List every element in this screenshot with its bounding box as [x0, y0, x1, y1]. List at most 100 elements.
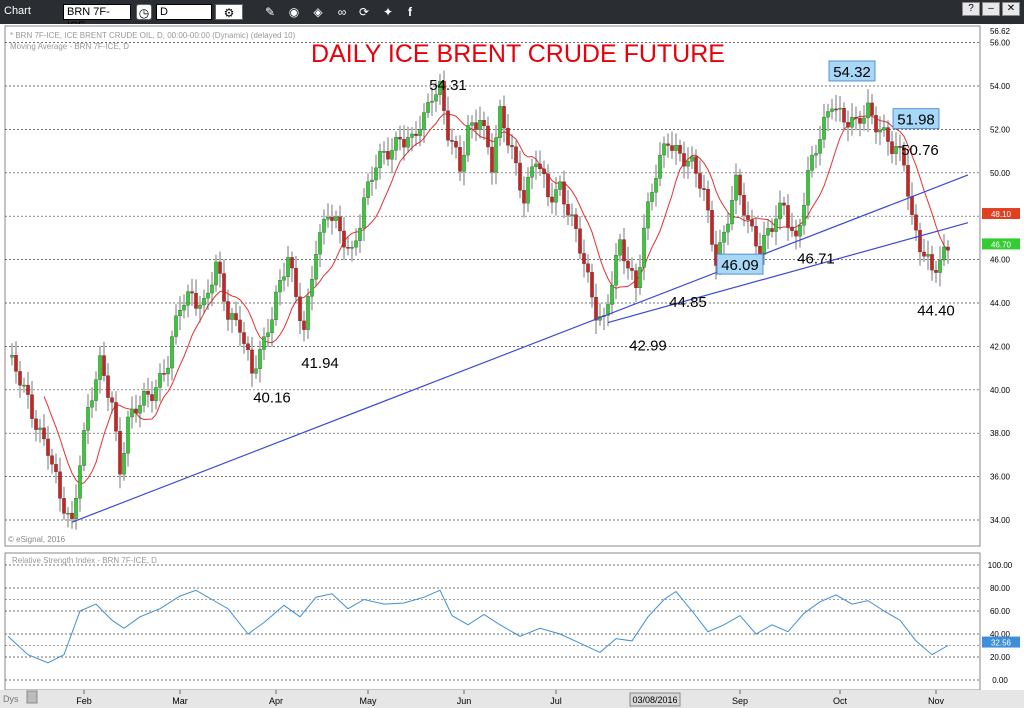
twitter-icon[interactable]: ✦: [382, 5, 394, 19]
down-candle: [518, 162, 522, 191]
down-candle: [54, 464, 58, 472]
down-candle: [514, 146, 518, 164]
down-candle: [590, 272, 594, 298]
up-candle: [230, 313, 234, 320]
up-candle: [610, 285, 614, 305]
down-candle: [858, 117, 862, 124]
month-label: Mar: [172, 696, 188, 706]
help-button[interactable]: ?: [962, 2, 980, 16]
scroll-handle[interactable]: [26, 690, 38, 704]
down-candle: [386, 151, 390, 160]
down-candle: [694, 156, 698, 174]
up-candle: [142, 391, 146, 406]
price-callout-label: 41.94: [301, 355, 339, 372]
price-tick-label: 44.00: [990, 299, 1011, 308]
price-tick-label: 38.00: [990, 429, 1011, 438]
up-candle: [178, 310, 182, 317]
up-candle: [390, 150, 394, 160]
price-callout-label: 54.32: [833, 64, 871, 81]
copyright-label: © eSignal, 2016: [8, 535, 66, 544]
price-callout-label: 46.09: [721, 257, 759, 274]
down-candle: [106, 375, 110, 398]
month-label: Sep: [732, 696, 748, 706]
up-candle: [778, 202, 782, 220]
up-candle: [370, 179, 374, 182]
up-candle: [646, 201, 650, 229]
interval-select[interactable]: D: [156, 4, 212, 20]
up-candle: [278, 280, 282, 293]
up-candle: [814, 153, 818, 156]
down-candle: [666, 143, 670, 146]
gear-icon[interactable]: ⚙: [215, 4, 243, 20]
up-candle: [314, 253, 318, 280]
clock-icon[interactable]: ◷: [136, 4, 152, 20]
trendline: [607, 222, 969, 324]
up-candle: [766, 228, 770, 236]
up-candle: [174, 315, 178, 337]
up-candle: [494, 137, 498, 173]
down-candle: [842, 107, 846, 123]
refresh-icon[interactable]: ⟳: [358, 5, 370, 19]
down-candle: [62, 498, 66, 514]
down-candle: [14, 355, 18, 372]
down-candle: [26, 384, 30, 395]
up-candle: [926, 254, 930, 257]
down-candle: [918, 230, 922, 253]
up-candle: [690, 156, 694, 162]
up-candle: [866, 102, 870, 119]
down-candle: [706, 188, 710, 211]
tag-icon[interactable]: ◈: [313, 5, 323, 19]
cursor-date-box: [629, 692, 681, 707]
symbol-input[interactable]: BRN 7F-ICE: [63, 4, 131, 32]
up-candle: [882, 127, 886, 131]
up-candle: [154, 387, 158, 401]
down-candle: [746, 215, 750, 220]
price-tick-label: 36.00: [990, 473, 1011, 482]
up-candle: [86, 407, 90, 431]
down-candle: [682, 153, 686, 167]
up-candle: [570, 214, 574, 216]
up-candle: [426, 102, 430, 113]
price-tick-label: 56.00: [990, 39, 1011, 48]
down-candle: [886, 127, 890, 142]
down-candle: [294, 267, 298, 297]
down-candle: [414, 133, 418, 136]
down-candle: [298, 296, 302, 322]
down-candle: [890, 141, 894, 154]
up-candle: [674, 145, 678, 151]
down-candle: [834, 108, 838, 111]
down-candle: [46, 438, 50, 456]
down-candle: [702, 188, 706, 190]
up-candle: [322, 219, 326, 233]
up-candle: [66, 512, 70, 515]
up-candle: [826, 111, 830, 118]
up-candle: [262, 336, 266, 350]
globe-icon[interactable]: ◉: [288, 5, 300, 19]
down-candle: [118, 431, 122, 475]
up-candle: [642, 227, 646, 268]
price-tick-label: 34.00: [990, 516, 1011, 525]
up-candle: [462, 154, 466, 172]
minimize-button[interactable]: –: [982, 2, 1000, 16]
down-candle: [934, 270, 938, 273]
down-candle: [454, 141, 458, 148]
time-axis: [0, 690, 1024, 708]
price-callout-label: 51.98: [897, 112, 935, 129]
down-candle: [678, 145, 682, 154]
up-candle: [658, 154, 662, 179]
down-candle: [58, 471, 62, 499]
down-candle: [898, 146, 902, 148]
close-button[interactable]: ✕: [1002, 2, 1020, 16]
down-candle: [622, 239, 626, 262]
up-candle: [878, 129, 882, 133]
link-icon[interactable]: ∞: [337, 5, 347, 19]
draw-icon[interactable]: ✎: [264, 5, 276, 19]
down-candle: [782, 202, 786, 206]
up-candle: [650, 192, 654, 202]
up-candle: [254, 368, 258, 374]
up-candle: [90, 400, 94, 408]
facebook-icon[interactable]: f: [408, 5, 412, 19]
down-candle: [450, 140, 454, 142]
down-candle: [510, 145, 514, 147]
down-candle: [770, 228, 774, 232]
